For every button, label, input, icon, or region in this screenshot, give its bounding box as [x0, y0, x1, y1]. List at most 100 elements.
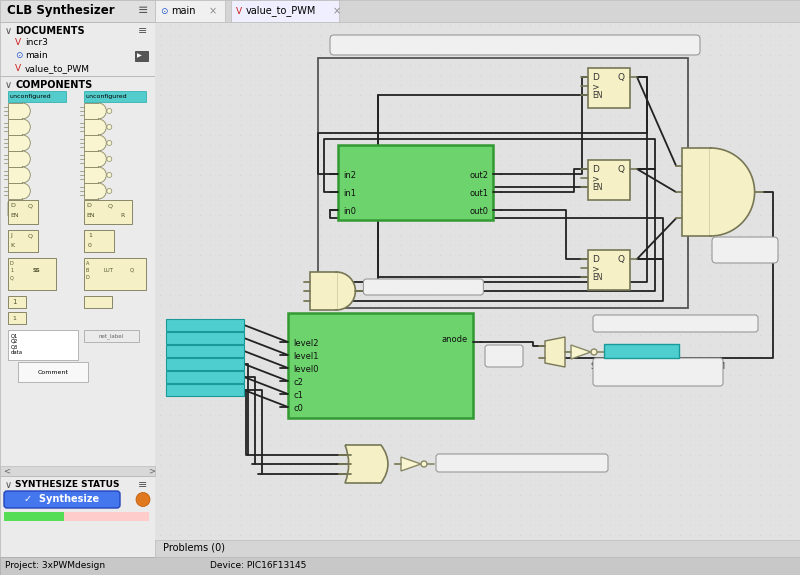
Text: incr3: incr3: [25, 38, 48, 47]
Text: c2: c2: [293, 378, 303, 387]
Text: Q1
Q2
Q3
data: Q1 Q2 Q3 data: [11, 333, 23, 355]
FancyBboxPatch shape: [593, 315, 758, 332]
Text: 1: 1: [88, 233, 92, 238]
Circle shape: [591, 349, 597, 355]
Text: D: D: [86, 275, 90, 280]
Text: CLBIN1PPS: CLBIN1PPS: [184, 334, 226, 343]
Bar: [22, 120, 23, 134]
Bar: [8, 91, 66, 102]
Text: B: B: [86, 268, 90, 273]
Text: ∨: ∨: [5, 80, 12, 90]
Bar: [710, 149, 712, 235]
Wedge shape: [22, 103, 30, 119]
Bar: [98, 104, 99, 118]
Text: incr3: incr3: [399, 153, 432, 166]
Text: K: K: [10, 243, 14, 248]
Text: CLBIN0PPS: CLBIN0PPS: [184, 320, 226, 329]
Text: SYNTHESIZE STATUS: SYNTHESIZE STATUS: [15, 480, 119, 489]
Bar: [0, 0, 155, 22]
Wedge shape: [22, 151, 30, 167]
Bar: [0, 557, 800, 575]
FancyBboxPatch shape: [712, 237, 778, 263]
Wedge shape: [710, 148, 754, 236]
Bar: [588, 250, 630, 290]
Text: SS: SS: [33, 268, 41, 273]
Text: D: D: [10, 203, 15, 208]
Text: level0: level0: [293, 365, 318, 374]
Text: value_to_PWM: value_to_PWM: [25, 64, 90, 73]
Bar: [166, 319, 244, 331]
Text: 1: 1: [12, 316, 16, 320]
Bar: [335, 273, 338, 309]
Text: in1: in1: [343, 189, 356, 198]
Bar: [84, 151, 98, 167]
Polygon shape: [545, 337, 565, 367]
Text: LUT: LUT: [104, 268, 114, 273]
Circle shape: [421, 461, 427, 467]
Bar: [98, 120, 99, 134]
Bar: [8, 151, 22, 167]
Wedge shape: [22, 135, 30, 151]
Bar: [64, 512, 149, 521]
Bar: [22, 184, 23, 198]
Bar: [8, 230, 38, 252]
Bar: [84, 230, 114, 252]
Text: V: V: [15, 64, 21, 73]
Bar: [338, 145, 493, 220]
Wedge shape: [336, 272, 355, 310]
Text: EN: EN: [592, 183, 602, 192]
Bar: [166, 332, 244, 344]
Text: EN: EN: [86, 213, 94, 218]
Bar: [155, 0, 800, 22]
Text: out1: out1: [469, 189, 488, 198]
Bar: [155, 0, 225, 22]
Wedge shape: [22, 167, 30, 183]
Wedge shape: [22, 119, 30, 135]
Text: main: main: [171, 6, 195, 16]
Text: value_to_PWM: value_to_PWM: [246, 6, 316, 17]
Text: CLBSWIN0: CLBSWIN0: [185, 373, 225, 381]
Bar: [98, 136, 99, 150]
Text: DOCUMENTS: DOCUMENTS: [15, 26, 85, 36]
Text: out2: out2: [469, 171, 488, 180]
Text: EN: EN: [10, 213, 18, 218]
Bar: [8, 119, 22, 135]
Bar: [22, 136, 23, 150]
Text: CLBIN3PPS: CLBIN3PPS: [184, 359, 226, 369]
Bar: [98, 184, 99, 198]
Bar: [22, 152, 23, 166]
Text: Problems (0): Problems (0): [163, 543, 225, 553]
Wedge shape: [98, 167, 106, 183]
Bar: [8, 200, 38, 224]
Wedge shape: [98, 135, 106, 151]
Text: ?: ?: [140, 495, 146, 504]
Bar: [8, 103, 22, 119]
Text: 1: 1: [10, 268, 13, 273]
Bar: [0, 476, 155, 477]
Bar: [84, 200, 132, 224]
Text: ≡: ≡: [138, 4, 149, 17]
Text: 1: 1: [12, 299, 16, 305]
Text: c0: c0: [293, 404, 303, 413]
Text: ≡: ≡: [138, 480, 147, 490]
Text: net_label: net_label: [98, 333, 123, 339]
Text: ×: ×: [209, 6, 217, 16]
Text: level2: level2: [293, 339, 318, 348]
Bar: [84, 330, 139, 342]
Text: anode: anode: [442, 335, 468, 344]
Bar: [18, 362, 88, 382]
FancyBboxPatch shape: [436, 454, 608, 472]
Text: Q: Q: [10, 275, 14, 280]
Circle shape: [107, 172, 112, 178]
Text: level1: level1: [293, 352, 318, 361]
FancyBboxPatch shape: [485, 345, 523, 367]
Text: COMPONENTS: COMPONENTS: [15, 80, 92, 90]
Text: in0: in0: [343, 207, 356, 216]
Wedge shape: [98, 151, 106, 167]
Text: <: <: [3, 466, 10, 476]
Bar: [22, 104, 23, 118]
Bar: [166, 358, 244, 370]
Bar: [166, 384, 244, 396]
Bar: [8, 312, 26, 324]
Bar: [166, 371, 244, 383]
